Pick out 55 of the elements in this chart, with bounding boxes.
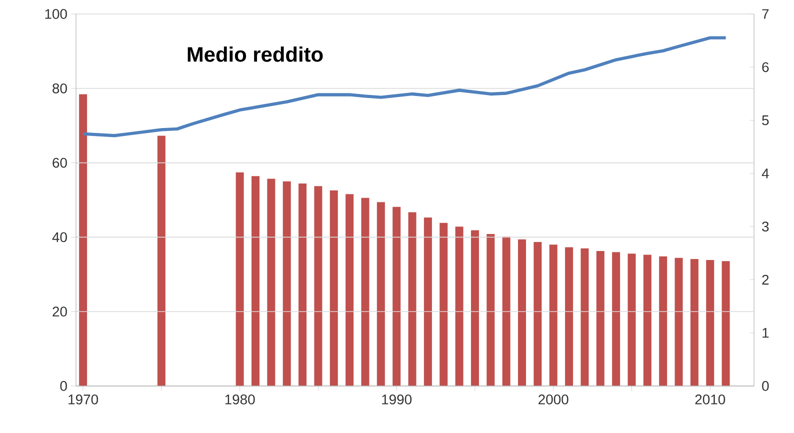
bar	[690, 258, 698, 386]
bar	[643, 254, 652, 386]
y2-tick-label: 0	[762, 381, 769, 391]
bar	[470, 230, 479, 386]
bar	[486, 234, 495, 386]
bar	[549, 244, 558, 386]
bar	[361, 198, 370, 386]
bar	[565, 247, 574, 386]
y-tick-label: 60	[52, 158, 67, 168]
bar	[628, 254, 636, 386]
y-tick-label: 0	[60, 381, 67, 391]
bar	[79, 94, 88, 386]
bar	[267, 178, 276, 386]
bar	[298, 184, 307, 386]
bar	[376, 202, 385, 386]
bar	[455, 226, 464, 386]
x-tick-label: 2010	[695, 394, 726, 404]
y-tick-label: 20	[52, 306, 67, 317]
y2-tick-label: 7	[762, 9, 769, 19]
bar	[534, 242, 542, 386]
x-tick-label: 1990	[382, 394, 412, 404]
bar	[392, 206, 401, 386]
bar	[282, 181, 291, 386]
bar	[722, 261, 730, 386]
bar	[236, 172, 244, 386]
bar	[502, 236, 510, 386]
bar	[346, 194, 354, 386]
bar	[440, 222, 448, 386]
bar	[330, 190, 338, 386]
bar	[314, 186, 322, 386]
line-series	[81, 36, 728, 138]
x-tick-label: 1980	[225, 394, 255, 404]
x-tick-label: 1970	[68, 394, 98, 404]
bar	[674, 258, 683, 386]
text: Medio reddito	[188, 46, 323, 62]
bar	[706, 260, 714, 386]
y-tick-label: 40	[52, 232, 67, 242]
bar	[596, 251, 604, 386]
y2-tick-label: 1	[762, 328, 769, 338]
y2-tick-label: 2	[762, 274, 769, 285]
y2-tick-label: 5	[762, 115, 769, 126]
y2-tick-label: 6	[762, 62, 769, 72]
y2-tick-label: 3	[762, 222, 769, 232]
x-tick-label: 2000	[538, 394, 568, 404]
bar	[612, 252, 620, 386]
bar	[659, 256, 668, 386]
bar	[518, 239, 526, 386]
bar	[408, 212, 416, 386]
bar	[424, 218, 432, 386]
y2-tick-label: 4	[762, 168, 769, 178]
y-tick-label: 80	[52, 83, 67, 94]
bar	[252, 176, 260, 386]
bar	[157, 136, 166, 386]
y-tick-label: 100	[45, 9, 67, 19]
bar	[580, 248, 589, 386]
